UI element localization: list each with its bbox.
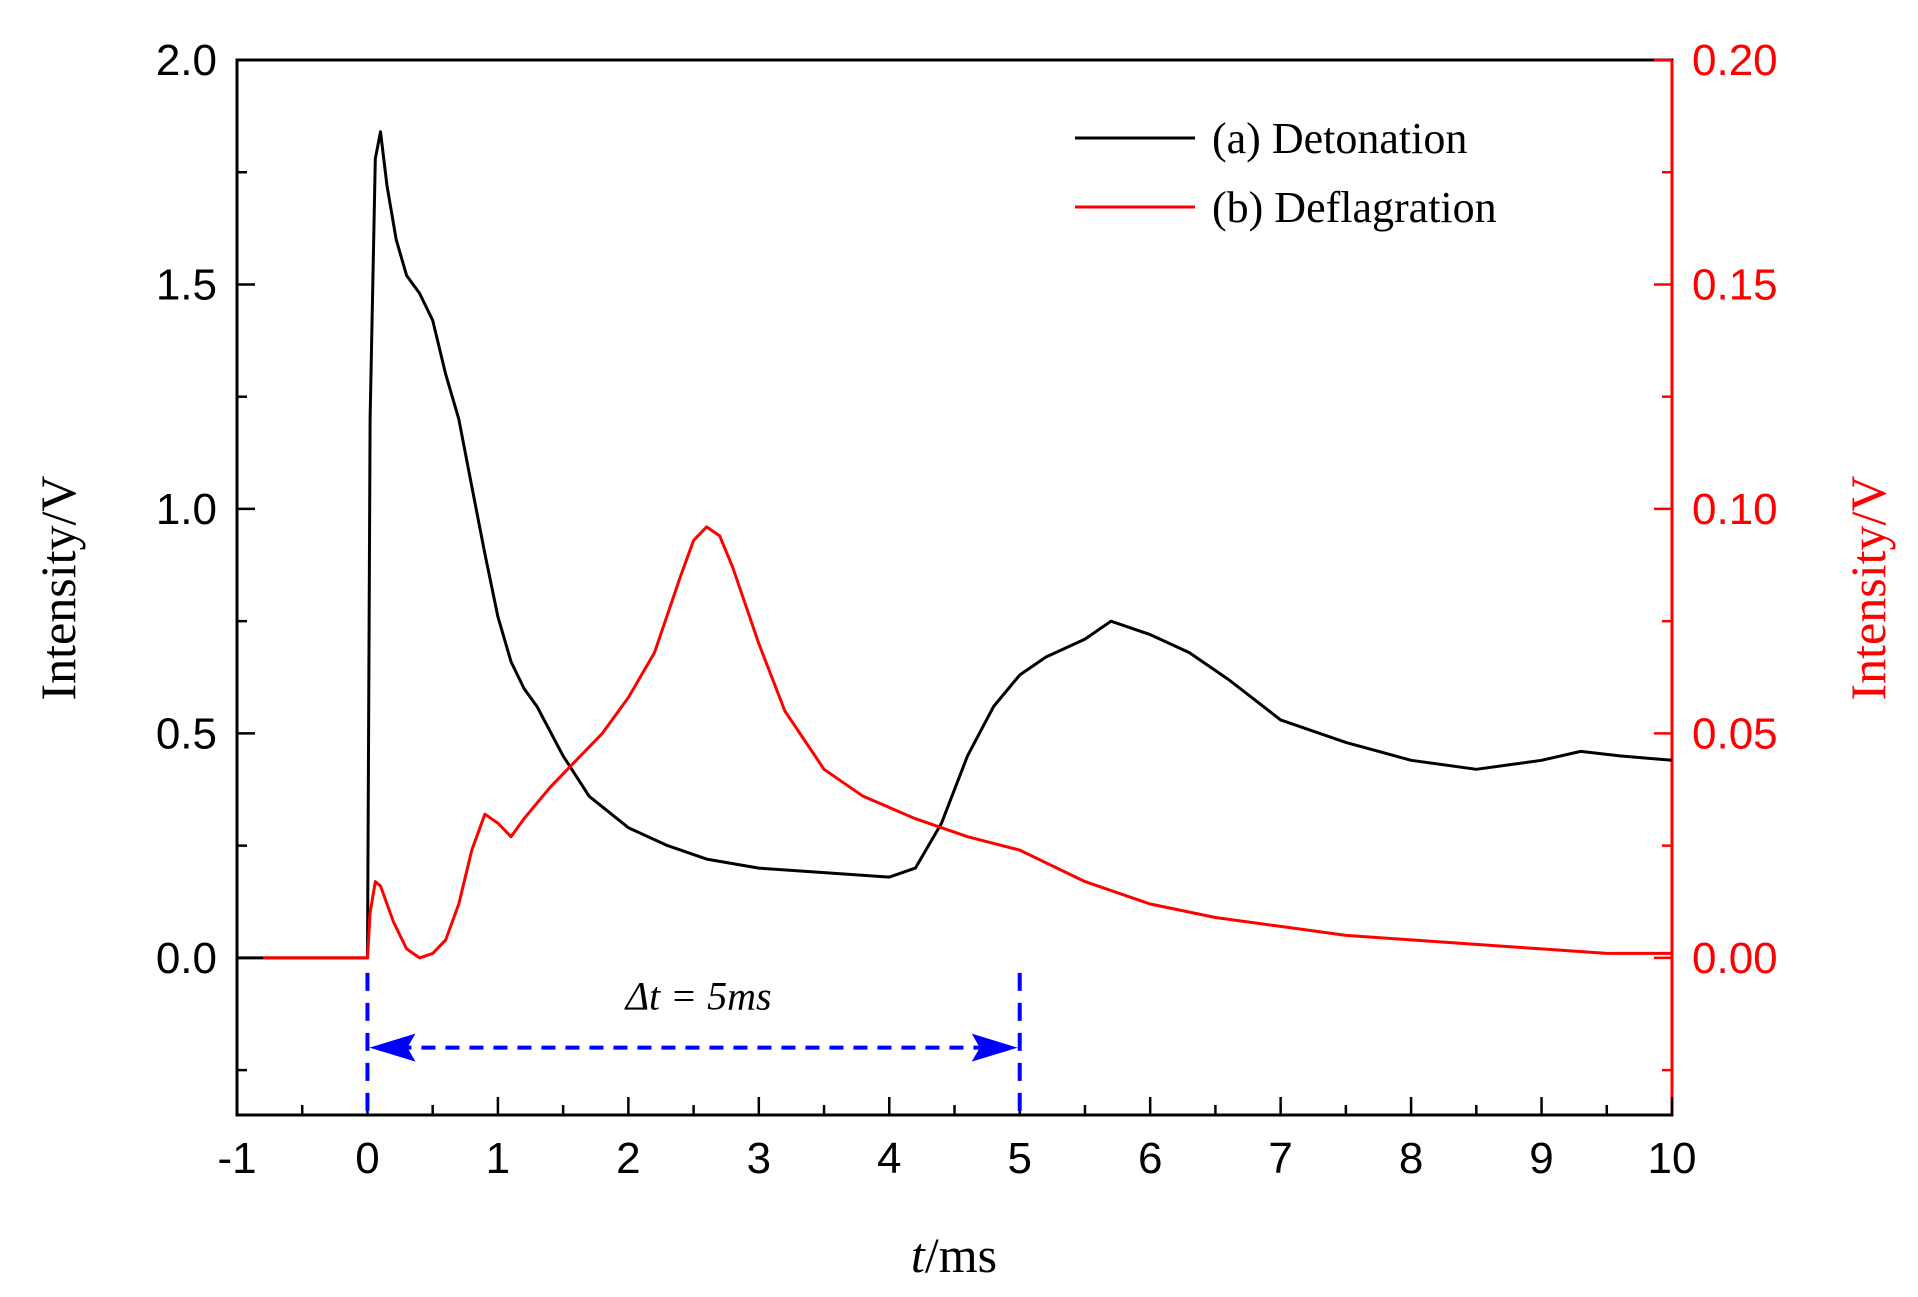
x-tick-label: 1 [486,1134,510,1183]
x-tick-label: 6 [1138,1134,1162,1183]
x-axis-title: t/ms [911,1227,997,1283]
series-line-deflagration [263,525,1672,960]
x-axis-title-unit: /ms [925,1227,997,1283]
x-tick-label: 8 [1399,1134,1423,1183]
y-right-tick-label: 0.15 [1692,260,1778,309]
x-tick-label: 7 [1268,1134,1292,1183]
y-right-tick-label: 0.05 [1692,709,1778,758]
x-tick-label: 4 [877,1134,901,1183]
y-left-tick-label: 0.0 [156,934,217,983]
x-tick-label: 3 [747,1134,771,1183]
x-tick-label: 0 [355,1134,379,1183]
x-axis-title-var: t [911,1227,926,1283]
annotation-layer: Δt = 5ms [365,972,1022,1115]
y-axis-title-right: Intensity/V [1840,476,1896,701]
x-tick-label: 10 [1648,1134,1697,1183]
series-layer [237,130,1673,960]
tick-labels: -1 0 1 2 3 4 5 6 7 8 9 10 0.0 0.5 1.0 1.5 2.0 0.00 0.05 0.1… [156,36,1778,1183]
x-tick-label: 2 [616,1134,640,1183]
y-left-tick-label: 1.0 [156,485,217,534]
annotation-arrowhead-right [971,1033,1018,1062]
x-tick-label: 9 [1529,1134,1553,1183]
legend-label-detonation: (a) Detonation [1212,114,1467,163]
y-right-tick-label: 0.10 [1692,485,1778,534]
y-right-tick-label: 0.00 [1692,934,1778,983]
x-tick-label: -1 [217,1134,256,1183]
y-axis-title-left: Intensity/V [30,476,86,701]
legend: (a) Detonation (b) Deflagration [1075,114,1497,232]
legend-label-deflagration: (b) Deflagration [1212,183,1497,232]
series-line-detonation [237,130,1673,960]
annotation-label: Δt = 5ms [624,974,772,1019]
y-right-tick-label: 0.20 [1692,36,1778,85]
annotation-arrowhead-left [369,1033,416,1062]
y-left-tick-label: 0.5 [156,709,217,758]
x-tick-label: 5 [1007,1134,1031,1183]
y-left-tick-label: 2.0 [156,36,217,85]
y-left-tick-label: 1.5 [156,260,217,309]
